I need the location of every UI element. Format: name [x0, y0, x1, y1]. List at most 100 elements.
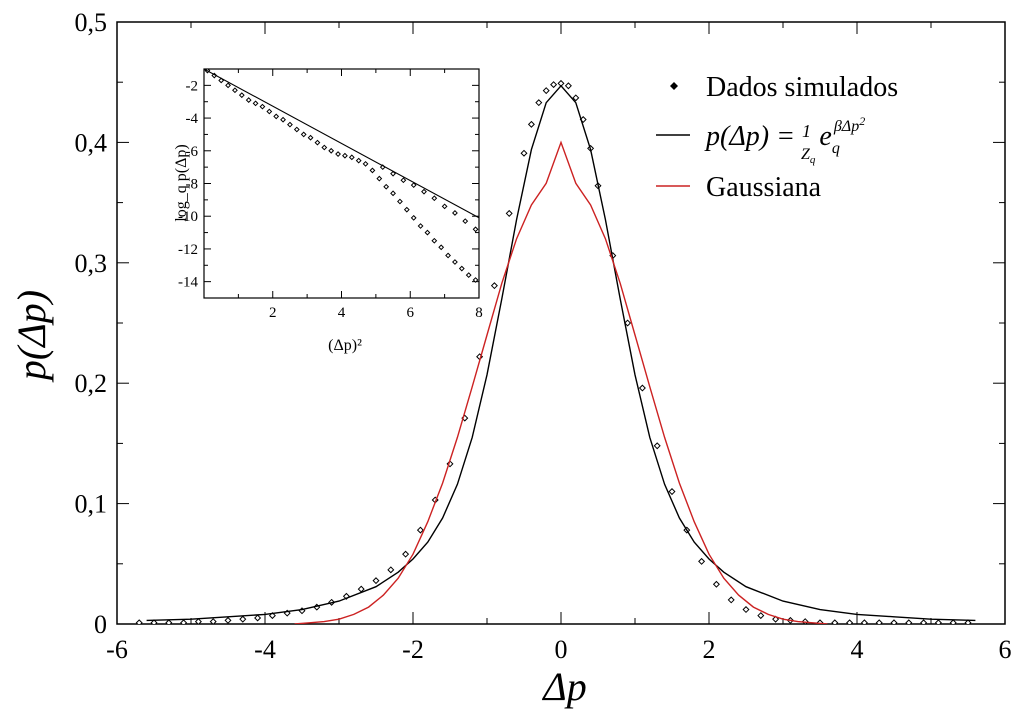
inset-series-line: [204, 69, 479, 219]
main-data-point: [727, 596, 735, 604]
inset-data-point: [225, 82, 231, 89]
y-axis-title: p(Δp): [9, 290, 54, 383]
main-data-point: [239, 615, 247, 623]
main-series-line: [294, 140, 828, 624]
inset-data-point: [465, 272, 472, 279]
inset-data-point: [321, 144, 328, 151]
main-data-point: [150, 619, 158, 624]
inset-x-tick-label: 2: [269, 305, 277, 321]
inset-data-point: [293, 126, 300, 133]
legend-label-fit: p(Δp) = 1 ZqeqβΔp2: [704, 114, 865, 166]
inset-data-point: [462, 218, 469, 225]
inset-data-point: [403, 206, 410, 213]
main-data-point: [490, 282, 498, 290]
inset-data-point: [376, 175, 383, 182]
inset-data-point: [472, 226, 479, 233]
main-data-point: [875, 619, 883, 624]
inset-y-axis-title: log_q p(Δp): [173, 144, 190, 221]
inset-data-point: [259, 103, 266, 110]
main-data-point: [535, 99, 543, 107]
inset-data-point: [417, 223, 424, 229]
main-data-point: [698, 557, 706, 565]
main-data-point: [372, 577, 380, 585]
main-data-point: [550, 81, 558, 89]
main-data-point: [934, 619, 942, 624]
inset-data-point: [280, 116, 286, 123]
inset-plot: 2 4 6 8 -2 -4 -6 -8 -10 -12 -14: [178, 68, 483, 321]
main-x-tick-label: 4: [851, 635, 864, 664]
inset-data-point: [410, 214, 417, 221]
inset-data-point: [369, 167, 376, 174]
main-data-point: [964, 619, 972, 624]
main-data-point: [254, 614, 262, 622]
main-data-point: [387, 566, 395, 574]
main-data-point: [757, 612, 765, 620]
inset-data-point: [348, 154, 355, 161]
main-data-point: [920, 619, 928, 624]
inset-data-point: [390, 190, 396, 197]
inset-data-point: [397, 198, 403, 205]
main-x-tick-label: -4: [254, 635, 276, 664]
inset-y-tick-label: -6: [186, 144, 199, 160]
legend-label-simulated: Dados simulados: [706, 72, 898, 103]
main-data-point: [564, 82, 572, 90]
main-data-point: [209, 618, 217, 624]
inset-data-point: [300, 131, 307, 138]
main-data-point: [194, 618, 202, 624]
inset-data-point: [335, 151, 341, 157]
inset-data-point: [252, 100, 259, 107]
main-data-point: [542, 87, 550, 95]
main-data-point: [742, 606, 750, 614]
inset-y-tick-label: -2: [186, 78, 199, 94]
inset-data-point: [287, 121, 293, 128]
main-data-point: [653, 442, 661, 450]
main-series-group: [135, 79, 976, 624]
inset-data-point: [314, 139, 321, 146]
main-data-point: [520, 149, 528, 157]
main-data-point: [905, 619, 913, 624]
main-data-point: [712, 580, 720, 588]
main-data-point: [505, 209, 513, 217]
main-data-point: [165, 619, 173, 624]
inset-data-point: [245, 97, 252, 103]
inset-y-tick-label: -4: [186, 111, 199, 127]
main-y-tick-label: 0,3: [75, 249, 108, 278]
inset-data-point: [355, 157, 362, 164]
main-y-tick-label: 0,1: [75, 490, 108, 519]
inset-data-point: [342, 152, 348, 159]
inset-data-point: [445, 252, 451, 259]
legend-label-gaussian: Gaussiana: [706, 172, 822, 203]
main-data-point: [135, 619, 143, 624]
inset-data-point: [452, 210, 458, 216]
main-y-tick-label: 0,5: [75, 8, 108, 37]
main-data-point: [527, 120, 535, 128]
inset-series-group: [204, 69, 479, 283]
main-data-point: [572, 94, 580, 102]
main-data-point: [638, 384, 646, 392]
inset-data-point: [390, 170, 396, 177]
inset-data-point: [266, 108, 273, 115]
inset-data-point: [424, 229, 431, 236]
main-data-point: [890, 619, 898, 624]
inset-plot-frame: [203, 68, 480, 299]
main-series-line: [146, 84, 976, 622]
main-x-tick-label: 2: [703, 635, 716, 664]
inset-x-tick-label: 6: [407, 305, 415, 321]
main-x-tick-label: -6: [106, 635, 128, 664]
x-axis-title: Δp: [541, 664, 586, 709]
inset-data-point: [238, 92, 245, 99]
main-data-point: [342, 592, 350, 600]
inset-data-point: [472, 277, 479, 283]
inset-y-tick-label: -8: [186, 177, 199, 193]
inset-data-point: [452, 259, 458, 265]
main-data-point: [224, 616, 232, 624]
inset-y-tick-label: -12: [178, 242, 198, 258]
inset-data-point: [273, 113, 280, 120]
inset-data-point: [362, 160, 369, 167]
legend-marker-diamond: [670, 82, 678, 90]
main-data-point: [624, 319, 632, 327]
main-data-point: [831, 619, 839, 624]
inset-data-point: [421, 188, 427, 195]
